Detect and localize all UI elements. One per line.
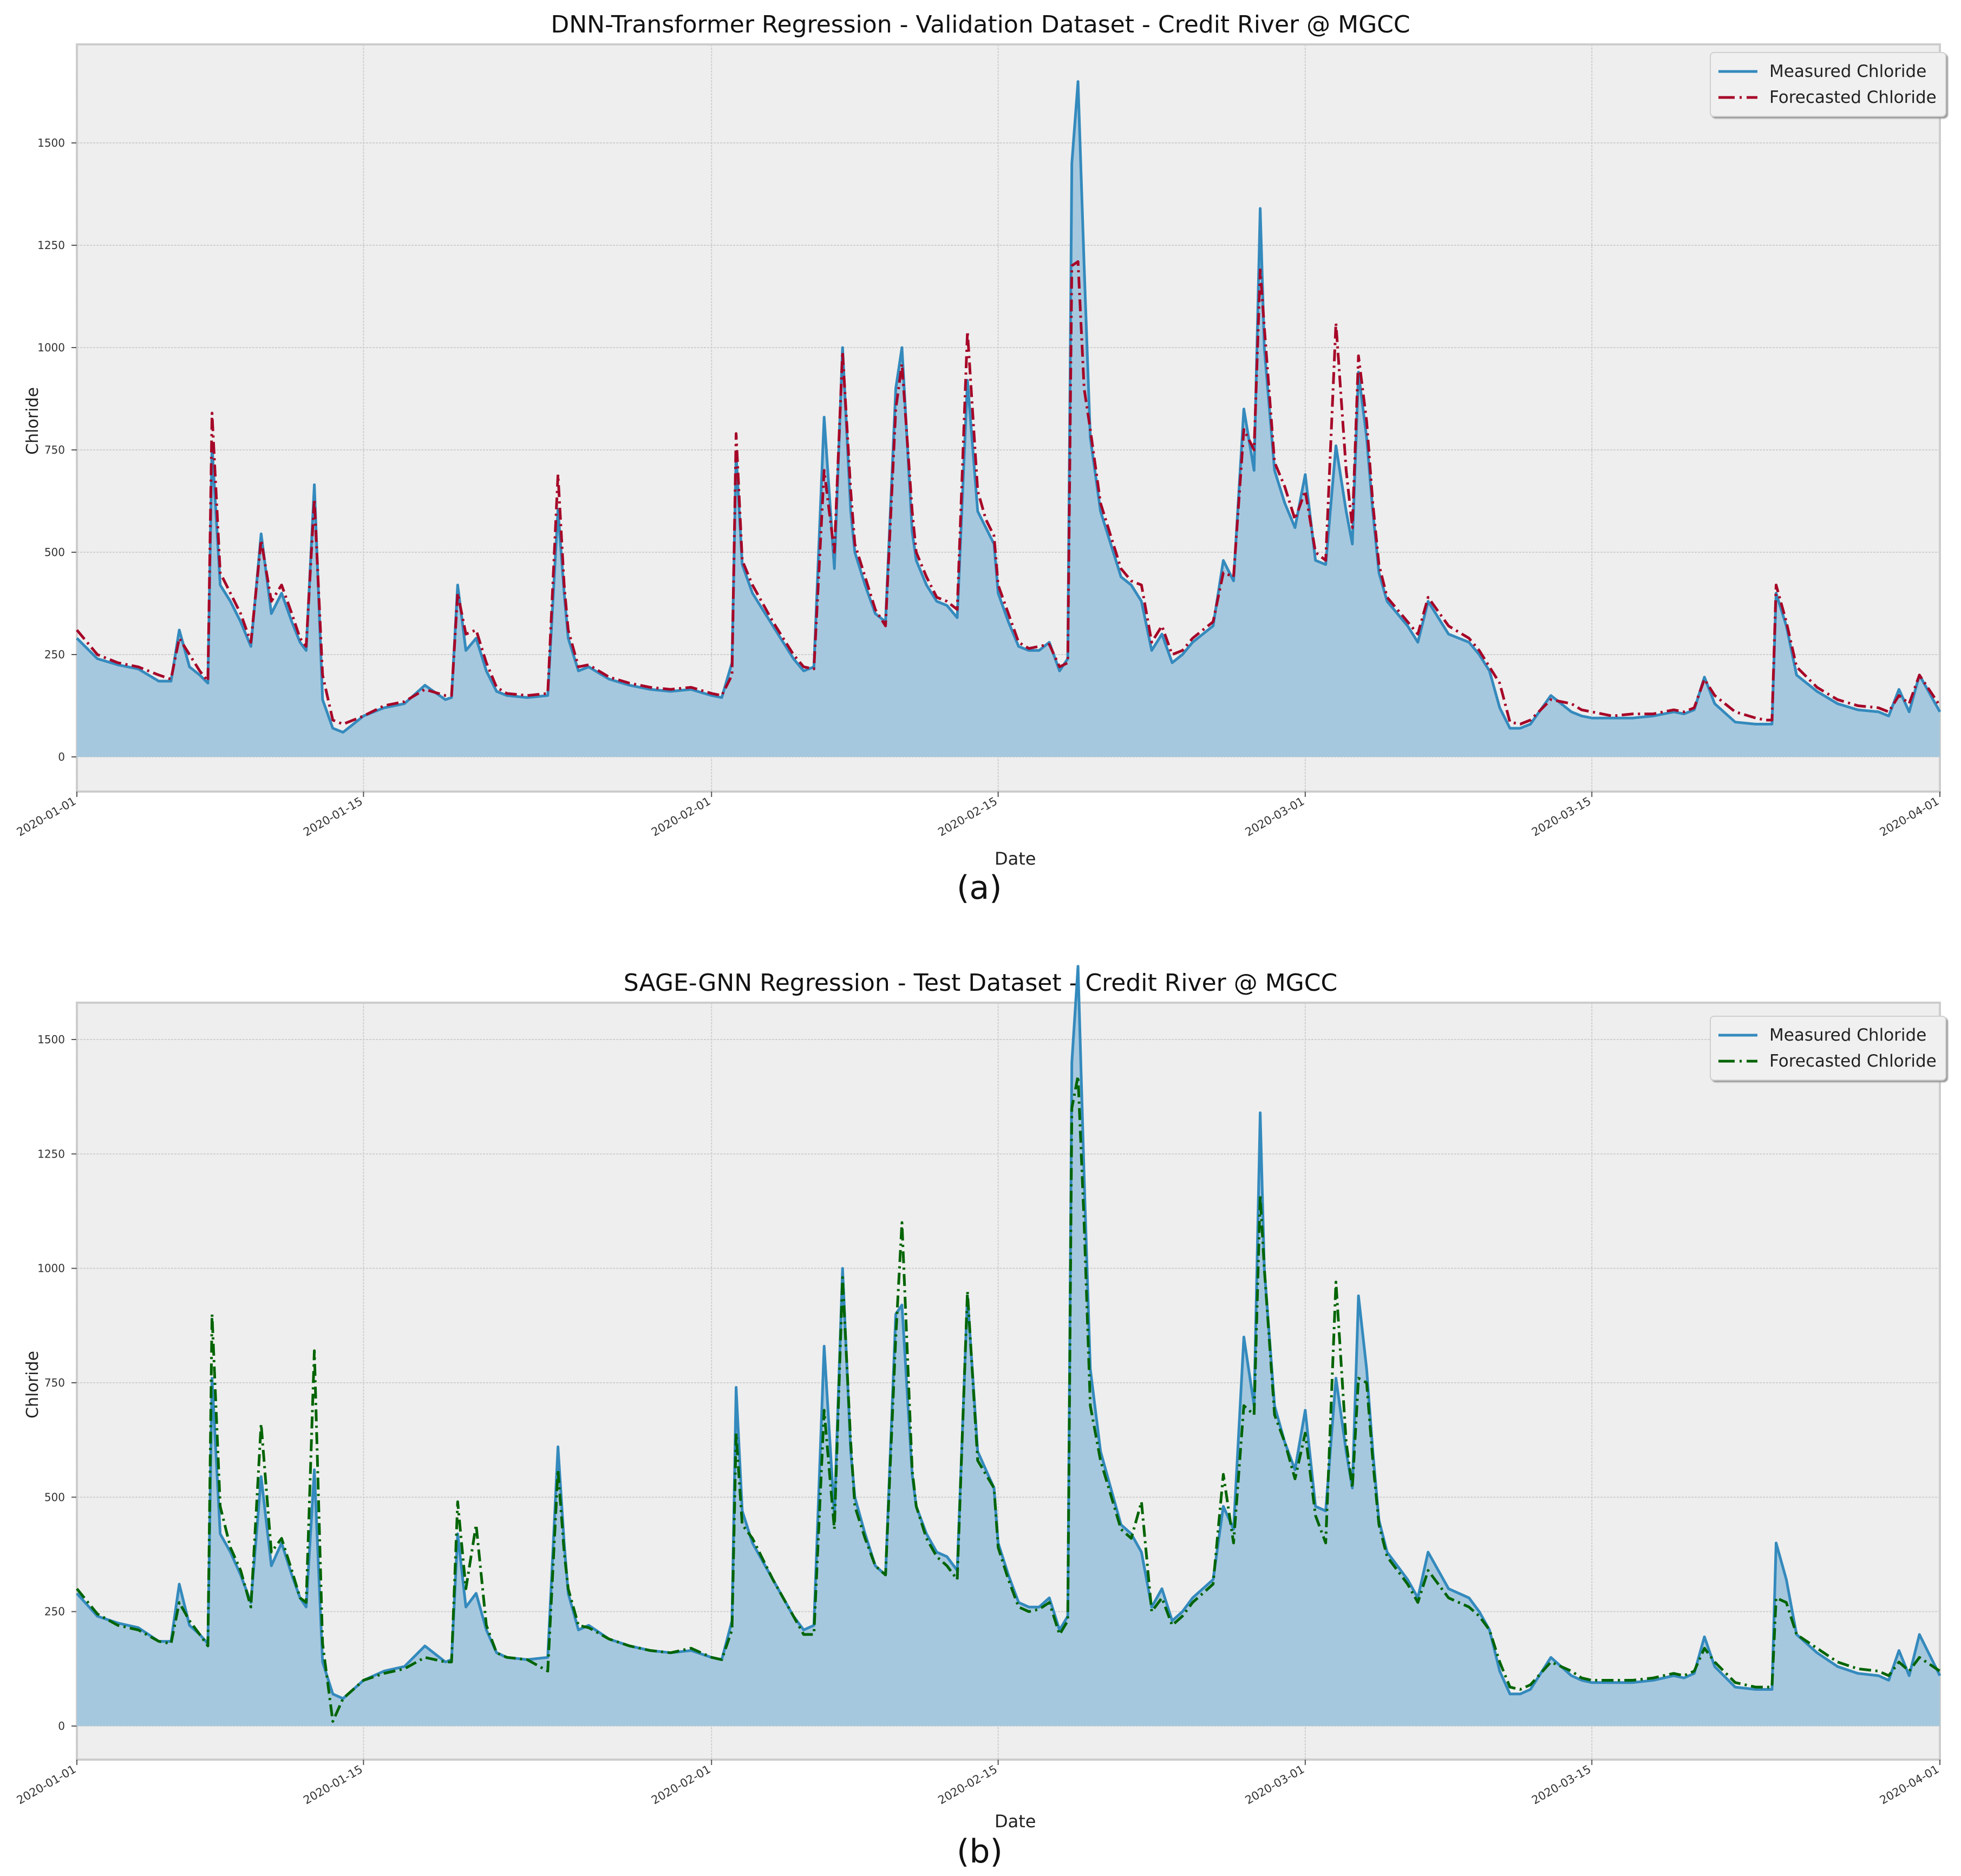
legend-label: Forecasted Chloride xyxy=(1769,1051,1937,1071)
plot-area: 0 250 500 750 1000 1250 1500 2020-01-01 2020-01-… xyxy=(15,965,1942,1807)
legend: Measured Chloride Forecasted Chloride xyxy=(1710,1016,1946,1081)
x-axis-label: Date xyxy=(995,848,1036,869)
y-tick-label: 250 xyxy=(44,1605,65,1618)
y-tick-label: 1250 xyxy=(37,239,65,252)
x-tick-label: 2020-03-15 xyxy=(1529,1763,1593,1807)
solid-line-icon xyxy=(1718,1034,1757,1037)
legend-item-measured: Measured Chloride xyxy=(1718,1022,1937,1048)
x-tick-label: 2020-02-01 xyxy=(649,1763,713,1807)
measured-line xyxy=(76,80,1942,734)
x-tick-label: 2020-03-01 xyxy=(1243,1763,1307,1807)
y-tick-label: 0 xyxy=(58,750,65,763)
x-tick-label: 2020-04-01 xyxy=(1878,1763,1942,1807)
y-tick-label: 1500 xyxy=(37,136,65,149)
y-tick-label: 750 xyxy=(44,1376,65,1389)
figure-a: DNN-Transformer Regression - Validation … xyxy=(0,0,1961,937)
chart-title: DNN-Transformer Regression - Validation … xyxy=(551,11,1410,38)
x-tick-label: 2020-01-15 xyxy=(301,1763,365,1807)
forecast-line xyxy=(76,260,1942,725)
y-tick-label: 1500 xyxy=(37,1033,65,1046)
figure-caption: (b) xyxy=(957,1833,1003,1871)
legend-label: Measured Chloride xyxy=(1769,1025,1927,1045)
dash-dot-line-icon xyxy=(1718,96,1757,99)
x-tick-label: 2020-02-15 xyxy=(936,1763,999,1807)
plot-area: 0 250 500 750 1000 1250 1500 2020-01-01 2020-01-… xyxy=(15,43,1942,839)
y-tick-label: 500 xyxy=(44,1491,65,1504)
y-tick-label: 500 xyxy=(44,546,65,559)
x-tick-label: 2020-01-01 xyxy=(15,1763,79,1807)
x-tick-label: 2020-02-15 xyxy=(936,795,999,839)
figure-b: SAGE-GNN Regression - Test Dataset - Cre… xyxy=(0,958,1961,1876)
x-tick-label: 2020-04-01 xyxy=(1878,795,1942,839)
forecast-line xyxy=(76,1075,1941,1723)
y-tick-label: 250 xyxy=(44,648,65,661)
y-tick-label: 1000 xyxy=(37,1262,65,1275)
legend-item-forecast: Forecasted Chloride xyxy=(1718,1048,1937,1074)
y-axis-label: Chloride xyxy=(23,387,42,455)
x-tick-label: 2020-03-15 xyxy=(1529,795,1593,839)
y-tick-label: 0 xyxy=(58,1720,65,1733)
legend-label: Forecasted Chloride xyxy=(1769,88,1937,107)
chart-title: SAGE-GNN Regression - Test Dataset - Cre… xyxy=(623,969,1338,997)
dash-dot-line-icon xyxy=(1718,1060,1757,1063)
solid-line-icon xyxy=(1718,70,1757,73)
legend-item-forecast: Forecasted Chloride xyxy=(1718,84,1937,110)
y-axis-label: Chloride xyxy=(23,1351,42,1419)
y-tick-label: 750 xyxy=(44,443,65,456)
measured-area-fill xyxy=(77,966,1940,1726)
legend-label: Measured Chloride xyxy=(1769,62,1927,81)
legend: Measured Chloride Forecasted Chloride xyxy=(1710,52,1946,117)
x-tick-label: 2020-03-01 xyxy=(1243,795,1307,839)
measured-line xyxy=(76,965,1942,1700)
y-tick-label: 1000 xyxy=(37,341,65,354)
x-tick-label: 2020-01-15 xyxy=(301,795,365,839)
x-tick-label: 2020-01-01 xyxy=(15,795,79,839)
legend-item-measured: Measured Chloride xyxy=(1718,58,1937,84)
x-axis-label: Date xyxy=(995,1811,1036,1832)
x-tick-label: 2020-02-01 xyxy=(649,795,713,839)
figure-caption: (a) xyxy=(957,869,1002,907)
y-tick-label: 1250 xyxy=(37,1147,65,1160)
